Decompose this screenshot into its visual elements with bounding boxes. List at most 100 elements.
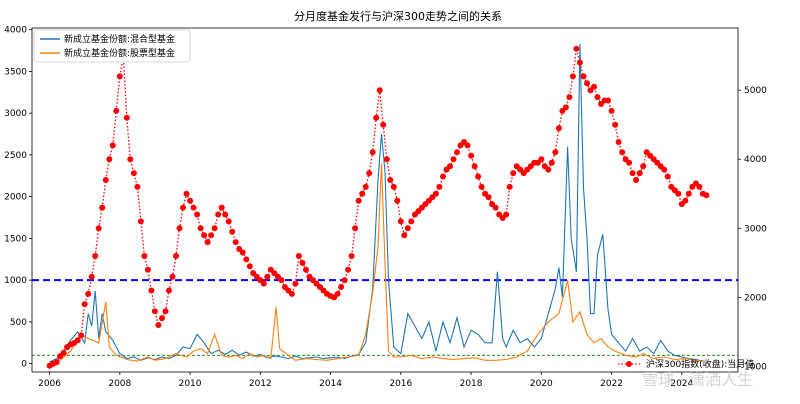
hs300-point	[506, 183, 513, 190]
hs300-point	[608, 107, 615, 114]
hs300-point	[661, 166, 668, 173]
hs300-point	[576, 59, 583, 66]
hs300-point	[166, 287, 172, 294]
x-tick-label: 2014	[319, 379, 342, 389]
hs300-point	[471, 163, 478, 170]
x-tick-label: 2020	[530, 379, 553, 389]
hs300-point	[113, 107, 120, 114]
hs300-point	[552, 149, 559, 156]
hs300-point	[359, 190, 366, 197]
hs300-point	[295, 253, 302, 259]
y-left-tick-label: 3000	[4, 109, 27, 119]
y-left-tick-label: 2000	[4, 193, 27, 203]
hs300-point	[176, 225, 183, 232]
hs300-point	[591, 83, 597, 90]
hs300-point	[682, 197, 689, 204]
y-right-tick-label: 4000	[744, 155, 767, 165]
hs300-point	[562, 104, 569, 111]
hs300-point	[288, 290, 295, 297]
y-left-tick-label: 500	[10, 318, 27, 328]
hs300-point	[187, 197, 194, 204]
hs300-point	[144, 266, 151, 273]
hs300-point	[180, 204, 186, 211]
hs300-point	[148, 287, 155, 294]
hs300-point	[303, 266, 309, 273]
hs300-point	[218, 204, 225, 211]
hs300-point	[447, 163, 453, 170]
legend-marker-index	[626, 361, 632, 367]
legend: 新成立基金份额:混合型基金 新成立基金份额:股票型基金	[33, 29, 191, 63]
hs300-point	[619, 149, 626, 156]
hs300-point	[615, 139, 622, 145]
hs300-point	[208, 232, 215, 239]
hs300-point	[390, 183, 397, 190]
y-right-tick-label: 5000	[744, 86, 767, 96]
hs300-point	[355, 197, 362, 204]
hs300-point	[485, 194, 492, 201]
hs300-point	[475, 173, 482, 180]
y-right-tick-label: 3000	[744, 224, 767, 234]
hs300-point	[376, 87, 383, 94]
chart-title: 分月度基金发行与沪深300走势之间的关系	[294, 9, 502, 23]
hs300-point	[629, 170, 636, 177]
hs300-point	[545, 166, 552, 173]
hs300-point	[246, 263, 253, 270]
hs300-point	[151, 308, 158, 315]
series-line-hs300	[49, 48, 707, 367]
y-left-tick-label: 2500	[4, 151, 27, 161]
hs300-point	[440, 173, 446, 180]
hs300-point	[373, 114, 380, 121]
hs300-point	[229, 228, 236, 235]
hs300-point	[605, 97, 611, 104]
hs300-point	[436, 183, 443, 190]
hs300-point	[232, 239, 239, 246]
y-right-tick-label: 1000	[744, 362, 767, 372]
hs300-point	[299, 259, 306, 266]
hs300-point	[408, 218, 415, 225]
hs300-point	[636, 170, 643, 177]
hs300-point	[243, 256, 250, 263]
hs300-point	[260, 280, 267, 287]
hs300-point	[510, 170, 517, 177]
hs300-point	[503, 211, 510, 218]
hs300-point	[404, 225, 411, 232]
y-left-tick-label: 4000	[4, 26, 27, 36]
hs300-point	[74, 337, 81, 344]
hs300-point	[345, 266, 352, 273]
hs300-point	[99, 204, 106, 211]
hs300-point	[92, 253, 99, 259]
y-left-tick-label: 1000	[4, 276, 27, 286]
hs300-point	[169, 273, 176, 280]
hs300-point	[338, 284, 345, 290]
y-right-tick-label: 2000	[744, 293, 767, 303]
hs300-point	[380, 121, 387, 128]
series-line-stock-fund	[49, 163, 703, 364]
hs300-point	[190, 204, 197, 211]
hs300-point	[292, 280, 299, 287]
hs300-point	[88, 273, 95, 280]
hs300-point	[159, 315, 165, 322]
hs300-point	[194, 211, 201, 218]
hs300-point	[116, 73, 123, 80]
hs300-point	[397, 218, 404, 225]
watermark: 雪球 · 潇洒人生	[642, 370, 753, 389]
hs300-point	[366, 170, 373, 177]
hs300-point	[454, 149, 460, 156]
hs300-point	[155, 322, 162, 328]
hs300-point	[580, 73, 587, 80]
hs300-point	[85, 290, 92, 297]
hs300-point	[141, 253, 148, 259]
x-tick-label: 2016	[389, 379, 412, 389]
series-line-mixed-fund	[49, 43, 704, 363]
hs300-point	[204, 239, 211, 246]
hs300-point	[106, 156, 113, 163]
hs300-point	[401, 232, 408, 239]
hs300-point	[102, 177, 109, 183]
hs300-point	[134, 183, 141, 190]
hs300-point	[478, 183, 485, 190]
hs300-point	[348, 253, 355, 259]
legend-label-index: 沪深300指数(收盘):当月值	[646, 358, 754, 370]
hs300-point	[685, 190, 692, 197]
y-left-tick-label: 1500	[4, 234, 27, 244]
hs300-point	[225, 218, 232, 225]
